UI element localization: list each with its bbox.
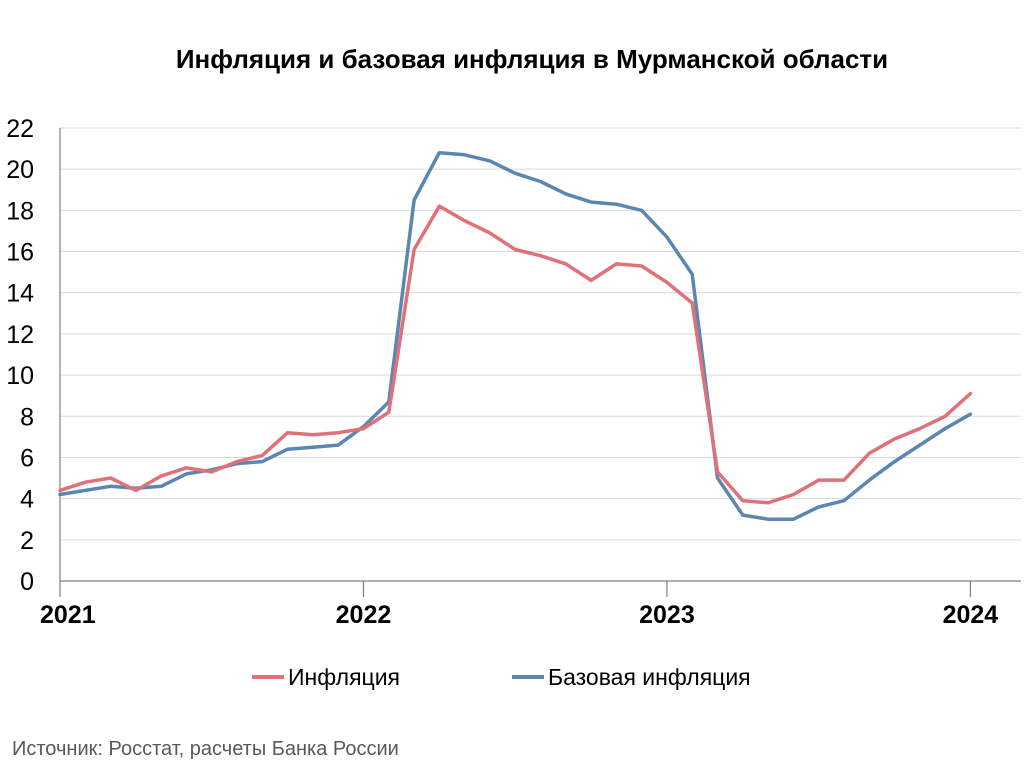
y-tick-label: 14 [6,280,34,308]
y-tick-label: 8 [20,403,34,431]
x-tick-label: 2021 [40,601,96,629]
y-tick-label: 2 [20,527,34,555]
y-tick-label: 4 [20,486,34,514]
y-tick-label: 0 [20,568,34,596]
y-tick-label: 18 [6,197,34,225]
legend-label-inflation: Инфляция [288,663,401,690]
series-line-inflation [58,204,973,505]
x-tick-label: 2023 [639,601,695,629]
axes [59,128,1021,597]
legend-swatch-inflation [252,675,284,679]
gridlines [60,127,1021,541]
chart-title: Инфляция и базовая инфляция в Мурманской… [175,44,889,74]
legend-item-core-inflation: Базовая инфляция [512,662,751,692]
y-tick-label: 16 [6,239,34,267]
source-note: Источник: Росстат, расчеты Банка России [12,738,399,760]
x-tick-label: 2024 [943,601,999,629]
y-tick-label: 10 [6,362,34,390]
y-tick-label: 20 [6,156,34,184]
y-tick-label: 12 [6,321,34,349]
legend-item-inflation: Инфляция [252,662,400,692]
x-tick-label: 2022 [336,601,392,629]
y-tick-label: 6 [20,444,34,472]
series-line-core-inflation [58,150,973,521]
legend-swatch-core-inflation [512,675,544,679]
legend-label-core-inflation: Базовая инфляция [548,663,751,690]
y-tick-label: 22 [6,115,34,143]
series-lines [58,150,973,521]
